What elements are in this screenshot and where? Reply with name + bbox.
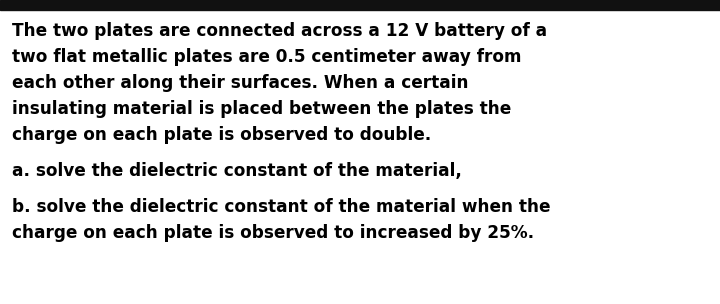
Text: two flat metallic plates are 0.5 centimeter away from: two flat metallic plates are 0.5 centime… <box>12 48 521 66</box>
Text: The two plates are connected across a 12 V battery of a: The two plates are connected across a 12… <box>12 22 547 40</box>
Text: each other along their surfaces. When a certain: each other along their surfaces. When a … <box>12 74 469 92</box>
Text: charge on each plate is observed to double.: charge on each plate is observed to doub… <box>12 126 431 144</box>
Text: insulating material is placed between the plates the: insulating material is placed between th… <box>12 100 511 118</box>
Text: a. solve the dielectric constant of the material,: a. solve the dielectric constant of the … <box>12 162 462 180</box>
Text: charge on each plate is observed to increased by 25%.: charge on each plate is observed to incr… <box>12 224 534 242</box>
Bar <box>0 0 720 10</box>
Text: b. solve the dielectric constant of the material when the: b. solve the dielectric constant of the … <box>12 198 551 216</box>
